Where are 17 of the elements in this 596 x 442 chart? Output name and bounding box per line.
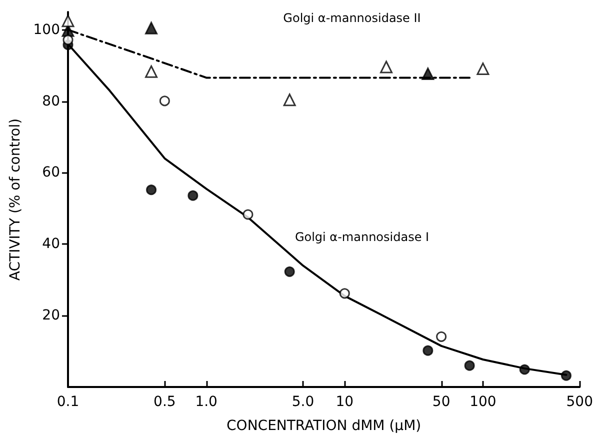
y-axis-title: ACTIVITY (% of control) xyxy=(7,118,24,281)
x-axis-title: CONCENTRATION dMM (μM) xyxy=(226,418,422,434)
x-tick-label: 10 xyxy=(336,394,354,410)
x-tick-label: 50 xyxy=(432,394,450,410)
x-tick-label: 100 xyxy=(470,394,496,410)
x-tick-label: 1.0 xyxy=(195,394,218,410)
x-tick-label: 5.0 xyxy=(292,394,314,410)
y-tick-label: 40 xyxy=(42,236,60,252)
annotation: Golgi α-mannosidase II xyxy=(283,11,421,25)
y-tick-label: 80 xyxy=(42,93,60,110)
annotation: Golgi α-mannosidase I xyxy=(294,230,430,244)
y-tick-label: 100 xyxy=(33,22,60,38)
y-tick-label: 20 xyxy=(42,308,60,324)
y-tick-label: 60 xyxy=(42,164,60,181)
x-tick-label: 0.1 xyxy=(56,394,80,410)
x-tick-label: 0.5 xyxy=(154,394,176,410)
x-tick-label: 500 xyxy=(566,394,594,410)
